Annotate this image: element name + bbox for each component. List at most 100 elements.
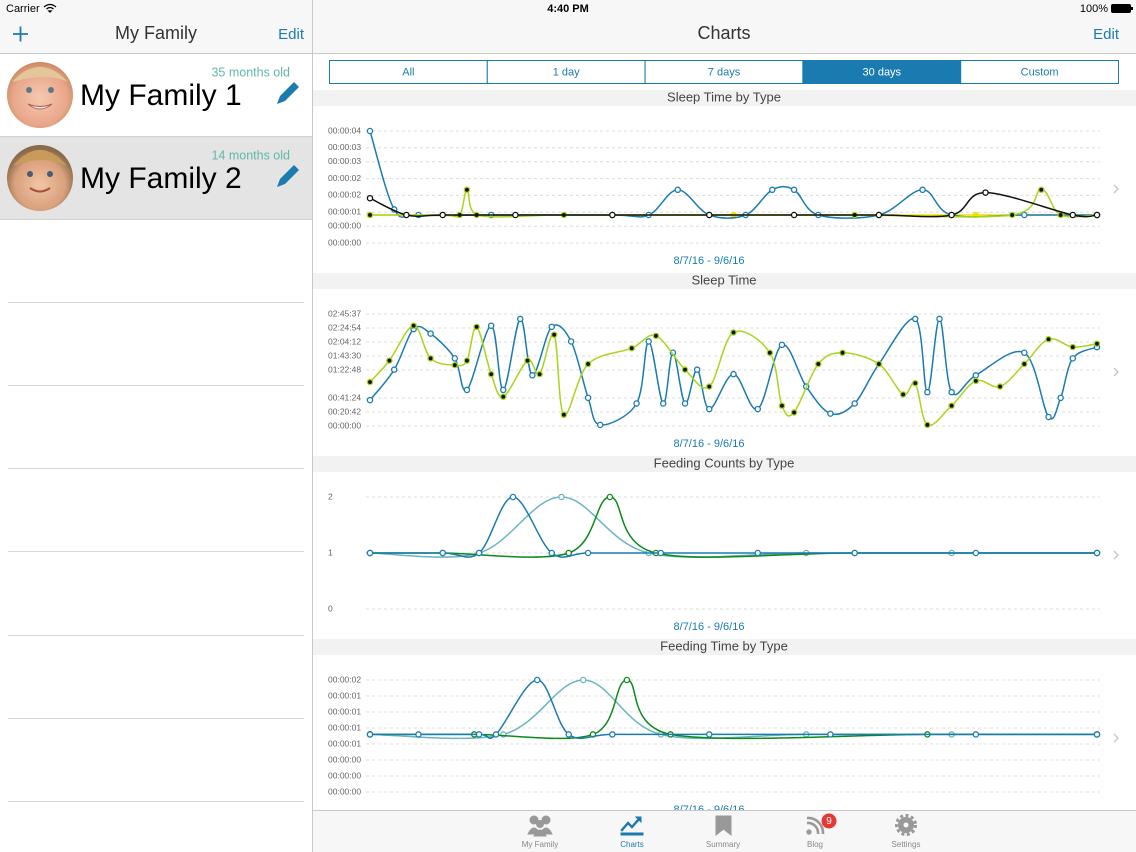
tab-label[interactable]: Settings: [892, 840, 921, 849]
data-point: [427, 355, 434, 362]
segment-label[interactable]: 1 day: [553, 66, 580, 78]
segment-label[interactable]: 30 days: [863, 66, 902, 78]
tab-label[interactable]: Summary: [706, 840, 740, 849]
chart-header: [313, 273, 1136, 289]
data-point: [550, 331, 558, 338]
y-tick-label: 00:00:00: [328, 754, 361, 764]
charts-icon[interactable]: [620, 816, 644, 836]
data-point: [972, 549, 980, 557]
y-tick-label: 00:41:24: [328, 392, 361, 402]
data-point: [659, 400, 667, 407]
y-tick-label: 00:00:00: [328, 770, 361, 780]
data-point: [475, 549, 483, 557]
data-point: [657, 549, 665, 557]
blog-icon[interactable]: [806, 816, 825, 835]
data-point: [415, 731, 422, 738]
data-point: [730, 370, 737, 378]
data-point: [839, 349, 846, 356]
avatar-2: [7, 145, 73, 211]
chart[interactable]: Sleep Time 02:45:37 02:24:54 02:04:12 01:43:…: [313, 272, 1136, 450]
data-point: [366, 731, 374, 738]
family-name[interactable]: My Family 2: [80, 162, 242, 195]
data-point: [815, 360, 822, 368]
chevron[interactable]: [1113, 184, 1119, 194]
y-tick-label: 00:20:42: [328, 406, 361, 416]
data-point: [912, 315, 919, 323]
data-point: [778, 341, 786, 349]
data-point: [1021, 349, 1028, 356]
y-tick-label: 00:00:02: [328, 190, 361, 200]
segment-label[interactable]: 7 days: [708, 66, 741, 78]
data-point: [548, 549, 556, 557]
y-tick-label: 00:00:02: [328, 674, 361, 684]
data-point: [366, 396, 374, 404]
data-point: [924, 421, 931, 429]
y-tick-label: 0: [328, 603, 333, 613]
data-point: [652, 332, 660, 340]
family-name[interactable]: My Family 1: [80, 79, 242, 112]
data-point: [366, 549, 374, 557]
chart[interactable]: Sleep Time by Type 00:00:04 00:00:03 00:00:…: [313, 89, 1136, 267]
data-point: [403, 211, 410, 219]
age: 14 months old: [211, 148, 290, 162]
segmented-control: All 1 day 7 days 30 days Custom: [329, 60, 1120, 84]
add-button[interactable]: [13, 26, 28, 42]
family-icon[interactable]: [527, 815, 553, 837]
data-point: [972, 377, 980, 385]
battery-tip: [1131, 7, 1133, 10]
data-point: [778, 402, 786, 409]
series-line: [369, 679, 1097, 740]
segment-label[interactable]: All: [402, 66, 414, 78]
chart[interactable]: Feeding Counts by Type 2 1 0 8/7/16 - 9/6/16: [313, 455, 1136, 633]
chevron[interactable]: [1113, 733, 1119, 743]
tab-label[interactable]: Blog: [807, 840, 823, 849]
badge-count: 9: [826, 816, 832, 827]
data-point: [366, 378, 374, 386]
series-line: [370, 679, 1097, 740]
chevron[interactable]: [1113, 550, 1119, 560]
data-point: [1093, 211, 1101, 219]
data-point: [730, 329, 737, 336]
data-point: [766, 349, 774, 356]
summary-icon[interactable]: [715, 815, 732, 837]
segment-label[interactable]: Custom: [1021, 66, 1059, 78]
top-bar: [0, 0, 1136, 53]
data-point: [533, 676, 541, 684]
carrier: Carrier: [6, 3, 40, 15]
data-point: [924, 388, 931, 396]
segment[interactable]: [960, 60, 1120, 84]
chart[interactable]: Feeding Time by Type 00:00:02 00:00:01 00:0…: [313, 638, 1136, 815]
data-point: [693, 366, 701, 373]
y-tick-label: 00:00:01: [328, 206, 361, 216]
data-point: [1069, 211, 1077, 219]
data-point: [500, 386, 507, 394]
y-tick-label: 00:00:01: [328, 706, 361, 716]
wifi-icon: [43, 3, 57, 13]
data-point: [1069, 355, 1077, 362]
settings-icon[interactable]: [895, 814, 917, 836]
edit-pencil[interactable]: [277, 165, 299, 187]
chevron[interactable]: [1113, 367, 1119, 377]
data-point: [972, 372, 980, 379]
data-point: [565, 731, 572, 738]
tab-label[interactable]: Charts: [620, 840, 644, 849]
date-range: 8/7/16 - 9/6/16: [674, 255, 745, 267]
data-point: [473, 323, 480, 331]
tab-label[interactable]: My Family: [522, 840, 558, 849]
y-tick-label: 00:00:00: [328, 220, 361, 230]
main-edit[interactable]: Edit: [1093, 26, 1120, 43]
data-point: [628, 344, 635, 352]
data-point: [790, 211, 798, 219]
y-tick-label: 00:00:01: [328, 738, 361, 748]
battery-icon: [1111, 4, 1131, 13]
data-point: [584, 360, 592, 368]
y-tick-label: 00:00:00: [328, 420, 361, 430]
data-point: [851, 400, 858, 407]
sidebar-edit[interactable]: Edit: [278, 26, 305, 43]
chart-title: Sleep Time by Type: [667, 89, 781, 104]
data-point: [560, 411, 568, 418]
edit-pencil[interactable]: [277, 82, 299, 104]
data-point: [948, 402, 955, 409]
y-tick-label: 00:00:01: [328, 722, 361, 732]
